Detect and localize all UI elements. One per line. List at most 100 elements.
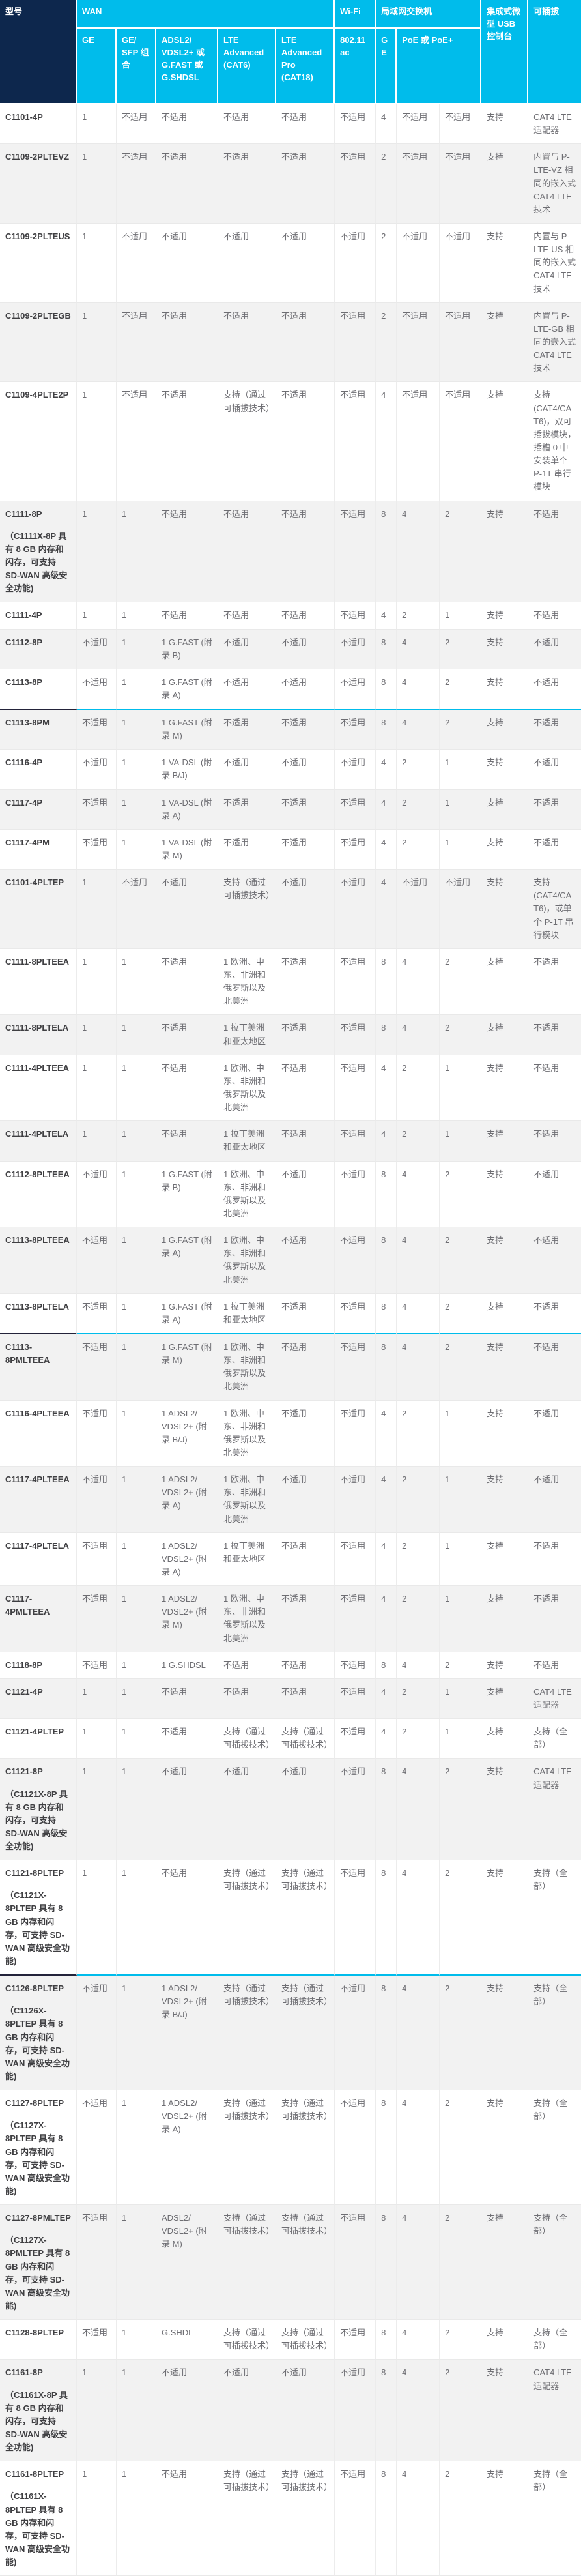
- cell-lte-advanced-pro-cat18: 不适用: [276, 1121, 335, 1162]
- header-usb-console: 集成式微型 USB 控制台: [481, 0, 529, 104]
- cell-adsl-vdsl: 不适用: [156, 223, 218, 303]
- cell-lan-poe-plus: 1: [440, 750, 482, 790]
- model-cell: C1117-4PLTEEA: [0, 1467, 77, 1533]
- table-row: C1117-4P 不适用 1 1 VA-DSL (附录 A) 不适用 不适用 不适用 4 2 1 支…: [0, 789, 581, 830]
- cell-pluggable: 内置与 P-LTE-VZ 相同的嵌入式 CAT4 LTE 技术: [528, 144, 581, 224]
- cell-ge: 1: [77, 948, 117, 1016]
- cell-lan-ge: 4: [376, 870, 397, 949]
- table-row: C1113-8PMLTEEA 不适用 1 1 G.FAST (附录 M) 1 欧洲、中东…: [0, 1334, 581, 1401]
- cell-lan-poe: 不适用: [397, 302, 440, 383]
- cell-lte-advanced-cat6: 支持（通过可插拔技术）: [218, 2090, 276, 2206]
- model-name: C1111-8PLTEEA: [5, 956, 70, 967]
- cell-lte-advanced-cat6: 支持（通过可插拔技术）: [218, 1976, 276, 2091]
- model-name: C1117-4PLTELA: [5, 1540, 70, 1551]
- model-name: C1161-8P: [5, 2367, 43, 2378]
- cell-lan-poe-plus: 1: [440, 829, 482, 870]
- cell-lan-poe: 4: [397, 1759, 440, 1861]
- cell-lan-poe: 4: [397, 501, 440, 603]
- cell-ge: 1: [77, 2360, 117, 2462]
- cell-pluggable: 内置与 P-LTE-US 相同的嵌入式 CAT4 LTE 技术: [528, 223, 581, 303]
- cell-usb-console: 支持: [481, 602, 529, 630]
- cell-lan-poe-plus: 1: [440, 1121, 482, 1162]
- cell-wifi-80211ac: 不适用: [335, 382, 376, 501]
- cell-wifi-80211ac: 不适用: [335, 1976, 376, 2091]
- cell-lte-advanced-cat6: 1 欧洲、中东、非洲和俄罗斯以及北美洲: [218, 1586, 276, 1652]
- header-lan-poe: PoE 或 PoE+: [397, 29, 482, 104]
- cell-wifi-80211ac: 不适用: [335, 1400, 376, 1467]
- cell-pluggable: 不适用: [528, 1227, 581, 1294]
- model-note: （C1121X-8P 具有 8 GB 内存和闪存，可支持 SD-WAN 高级安全…: [5, 1789, 68, 1852]
- model-name: C1116-4P: [5, 757, 43, 768]
- cell-ge: 不适用: [77, 829, 117, 870]
- cell-lte-advanced-pro-cat18: 不适用: [276, 382, 335, 501]
- cell-adsl-vdsl: 1 G.SHDSL: [156, 1652, 218, 1679]
- model-cell: C1111-4PLTEEA: [0, 1055, 77, 1122]
- cell-wifi-80211ac: 不适用: [335, 1652, 376, 1679]
- cell-lan-poe: 4: [397, 1334, 440, 1401]
- cell-ge: 不适用: [77, 789, 117, 830]
- cell-lan-ge: 8: [376, 710, 397, 750]
- cell-pluggable: 支持（全部）: [528, 2090, 581, 2206]
- table-row: C1113-8PM 不适用 1 1 G.FAST (附录 M) 不适用 不适用 不适用 8 4 2…: [0, 710, 581, 750]
- cell-lan-ge: 8: [376, 629, 397, 669]
- model-cell: C1117-4PM: [0, 829, 77, 870]
- cell-usb-console: 支持: [481, 870, 529, 949]
- cell-pluggable: 不适用: [528, 1015, 581, 1055]
- cell-lte-advanced-pro-cat18: 不适用: [276, 870, 335, 949]
- cell-pluggable: 不适用: [528, 629, 581, 669]
- cell-adsl-vdsl: 不适用: [156, 602, 218, 630]
- table-row: C1101-4P 1 不适用 不适用 不适用 不适用 不适用 4 不适用 不适用 支持 CAT4 LT…: [0, 104, 581, 145]
- cell-pluggable: 不适用: [528, 1652, 581, 1679]
- cell-pluggable: 不适用: [528, 1532, 581, 1587]
- cell-usb-console: 支持: [481, 1860, 529, 1976]
- cell-adsl-vdsl: 不适用: [156, 948, 218, 1016]
- cell-usb-console: 支持: [481, 1976, 529, 2091]
- cell-adsl-vdsl: 不适用: [156, 1015, 218, 1055]
- cell-lte-advanced-cat6: 不适用: [218, 629, 276, 669]
- cell-usb-console: 支持: [481, 1678, 529, 1720]
- cell-lan-poe: 不适用: [397, 144, 440, 224]
- cell-lte-advanced-cat6: 1 拉丁美洲和亚太地区: [218, 1015, 276, 1055]
- cell-usb-console: 支持: [481, 501, 529, 603]
- cell-lan-ge: 8: [376, 1161, 397, 1228]
- cell-pluggable: 支持（全部）: [528, 1860, 581, 1976]
- model-cell: C1113-8PLTEEA: [0, 1227, 77, 1294]
- model-cell: C1112-8P: [0, 629, 77, 669]
- cell-pluggable: 支持（全部）: [528, 2320, 581, 2360]
- cell-ge: 不适用: [77, 1976, 117, 2091]
- cell-ge: 1: [77, 1121, 117, 1162]
- header-adsl-vdsl: ADSL2/ VDSL2+ 或 G.FAST 或 G.SHDSL: [156, 29, 218, 104]
- header-group-wifi: Wi-Fi: [335, 0, 376, 29]
- cell-wifi-80211ac: 不适用: [335, 302, 376, 383]
- cell-ge-sfp-combo: 1: [117, 1532, 156, 1587]
- cell-usb-console: 支持: [481, 2320, 529, 2360]
- cell-usb-console: 支持: [481, 1467, 529, 1533]
- cell-lan-ge: 8: [376, 2320, 397, 2360]
- cell-wifi-80211ac: 不适用: [335, 829, 376, 870]
- cell-pluggable: 不适用: [528, 501, 581, 603]
- model-cell: C1101-4PLTEP: [0, 870, 77, 949]
- model-cell: C1121-4P: [0, 1678, 77, 1720]
- cell-ge-sfp-combo: 1: [117, 710, 156, 750]
- model-cell: C1111-8PLTEEA: [0, 948, 77, 1016]
- model-name: C1112-8PLTEEA: [5, 1169, 70, 1179]
- cell-lan-poe: 4: [397, 2205, 440, 2320]
- cell-lan-poe-plus: 1: [440, 1719, 482, 1759]
- cell-lan-poe-plus: 2: [440, 2320, 482, 2360]
- cell-lan-poe-plus: 不适用: [440, 223, 482, 303]
- table-row: C1161-8P （C1161X-8P 具有 8 GB 内存和闪存，可支持 SD-…: [0, 2360, 581, 2462]
- header-group-row: 型号 WAN Wi-Fi 局域网交换机 集成式微型 USB 控制台 可插拔: [0, 0, 581, 104]
- model-cell: C1117-4PLTELA: [0, 1532, 77, 1587]
- header-ge-sfp-combo: GE/ SFP 组合: [117, 29, 156, 104]
- cell-lan-poe: 2: [397, 1467, 440, 1533]
- cell-ge-sfp-combo: 1: [117, 1719, 156, 1759]
- cell-wifi-80211ac: 不适用: [335, 2320, 376, 2360]
- cell-lte-advanced-pro-cat18: 不适用: [276, 104, 335, 145]
- cell-adsl-vdsl: 不适用: [156, 104, 218, 145]
- model-name: C1111-4PLTEEA: [5, 1062, 70, 1073]
- cell-ge-sfp-combo: 不适用: [117, 382, 156, 501]
- cell-pluggable: 不适用: [528, 789, 581, 830]
- cell-lan-ge: 4: [376, 1586, 397, 1652]
- cell-lan-ge: 4: [376, 1400, 397, 1467]
- cell-lan-poe-plus: 2: [440, 1161, 482, 1228]
